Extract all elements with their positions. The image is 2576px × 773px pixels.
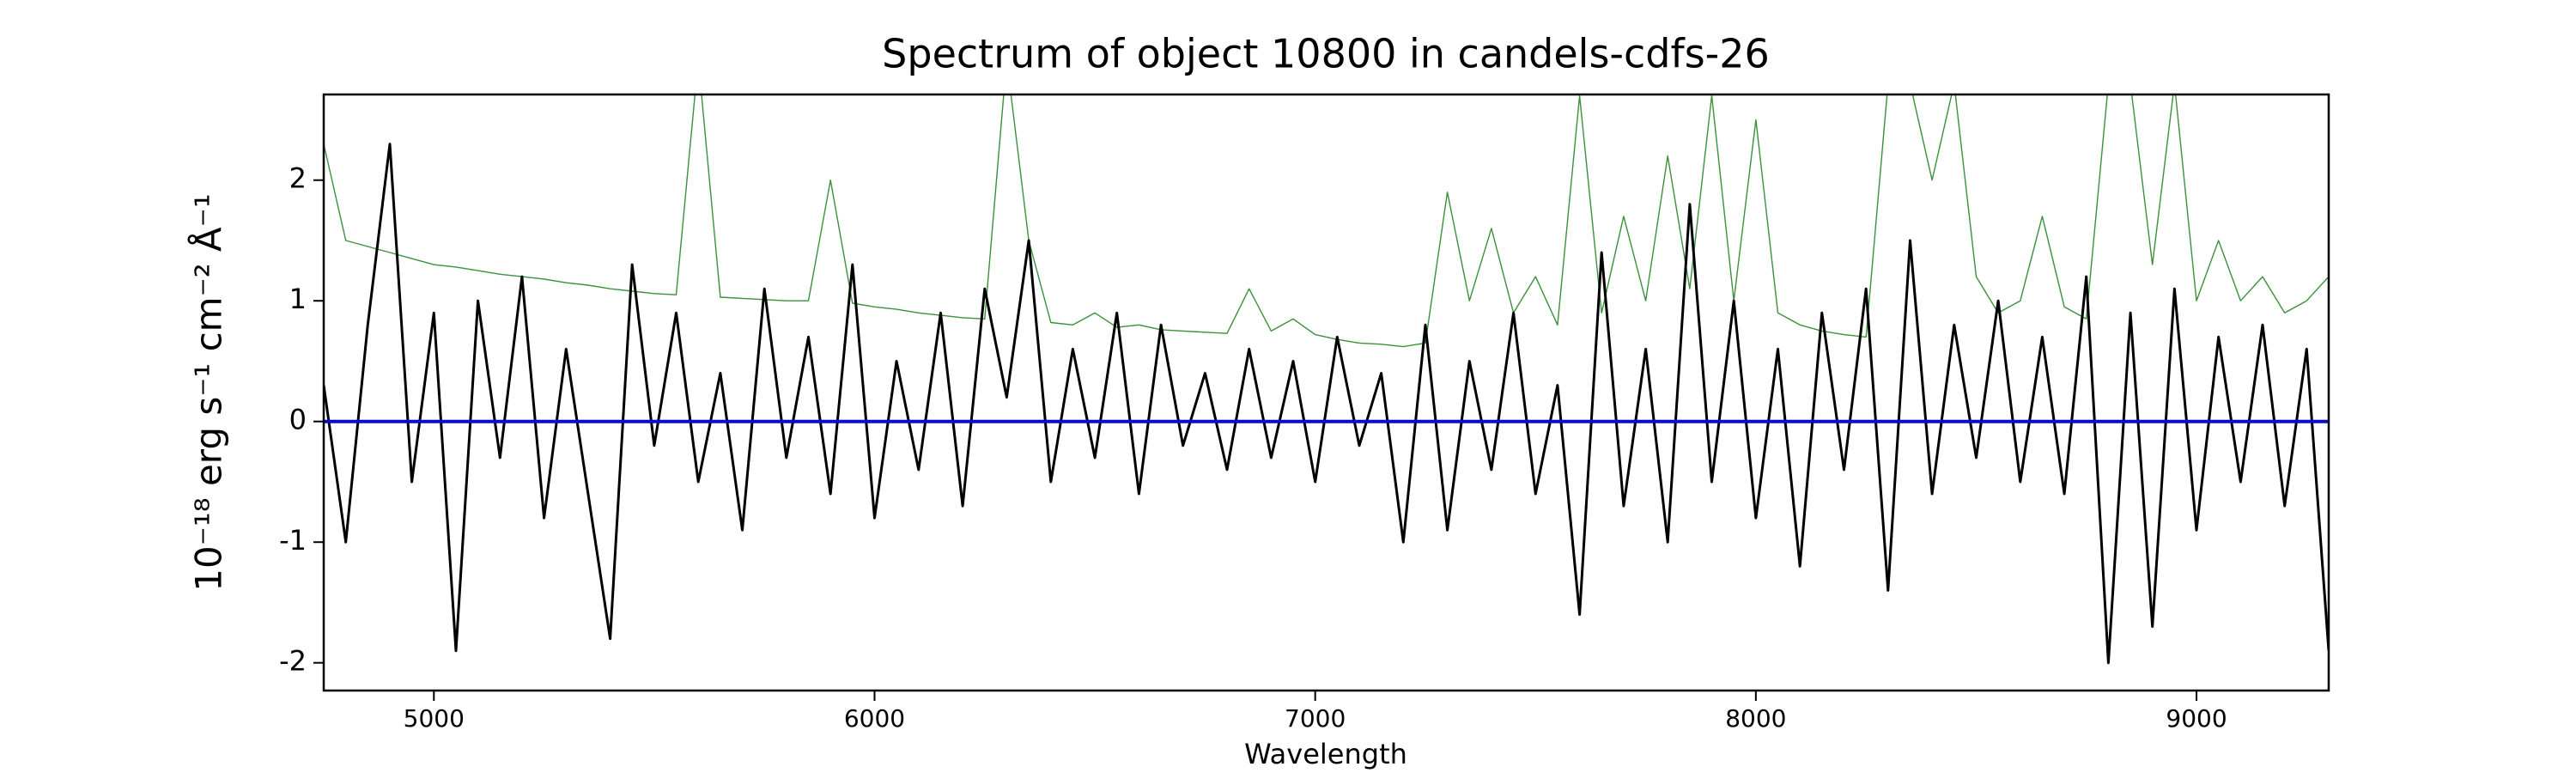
- y-tick-label: 0: [289, 404, 307, 436]
- y-tick-label: -1: [279, 524, 307, 557]
- y-tick-label: -2: [279, 645, 307, 678]
- x-tick-label: 9000: [2166, 704, 2227, 733]
- x-tick-label: 8000: [1725, 704, 1786, 733]
- y-tick-label: 1: [289, 283, 307, 315]
- chart-title: Spectrum of object 10800 in candels-cdfs…: [882, 31, 1770, 77]
- x-axis-label: Wavelength: [1244, 738, 1407, 770]
- plot-area: [324, 94, 2329, 665]
- plot-frame: [322, 93, 2330, 692]
- y-tick-label: 2: [289, 162, 307, 195]
- spectrum-line: [324, 94, 2329, 348]
- x-tick-label: 5000: [404, 704, 465, 733]
- x-tick-label: 7000: [1285, 704, 1346, 733]
- spectrum-line: [324, 143, 2329, 665]
- x-tick-label: 6000: [844, 704, 905, 733]
- y-axis-label: 10⁻¹⁸ erg s⁻¹ cm⁻² Å⁻¹: [187, 193, 230, 591]
